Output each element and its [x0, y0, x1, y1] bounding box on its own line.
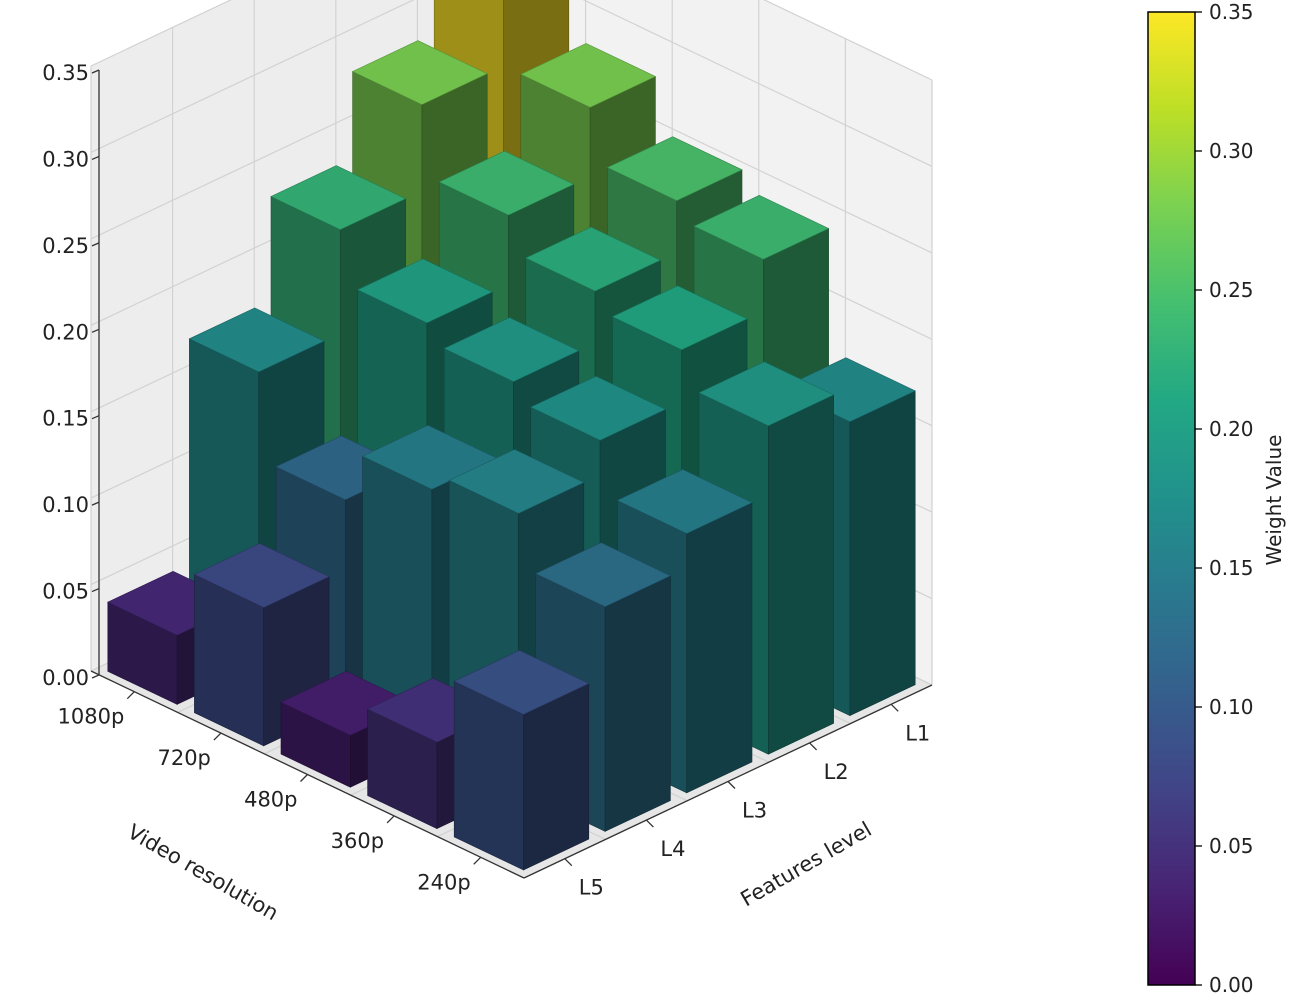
x-tick-label: 360p — [331, 829, 384, 853]
x-tick-label: 480p — [244, 788, 297, 812]
x-tick — [473, 856, 482, 865]
colorbar-title: Weight Value — [1262, 435, 1286, 566]
bar-side-right — [523, 683, 590, 871]
bar-top — [530, 375, 667, 441]
colorbar-tick-label: 0.10 — [1209, 695, 1254, 719]
bars — [107, 0, 916, 871]
z-tick-label: 0.25 — [42, 234, 89, 258]
y-tick — [809, 742, 818, 751]
z-tick — [91, 674, 100, 679]
bar-top — [351, 40, 488, 105]
y-tick — [645, 819, 654, 828]
bar-top — [453, 650, 590, 715]
bar-top — [693, 194, 830, 260]
x-tick — [386, 815, 395, 824]
y-tick-label: L2 — [824, 760, 849, 784]
x-tick — [213, 732, 222, 741]
bar-240p-L5 — [453, 650, 590, 871]
z-tick — [91, 501, 100, 506]
bar-top — [698, 361, 835, 427]
bar-top — [535, 542, 672, 608]
z-tick — [91, 69, 100, 74]
z-tick-label: 0.35 — [42, 61, 89, 85]
y-tick — [564, 858, 573, 867]
z-tick-label: 0.15 — [42, 407, 89, 431]
z-gridline — [90, 0, 933, 167]
y-tick-label: L1 — [905, 721, 930, 745]
bar-top — [606, 136, 743, 202]
y-tick — [890, 703, 899, 712]
z-gridline — [90, 0, 933, 81]
bar-side-right — [686, 502, 753, 794]
y-tick — [727, 781, 736, 789]
bar-top — [193, 543, 330, 608]
bar-top — [525, 226, 662, 292]
x-tick — [300, 774, 308, 782]
z-tick-label: 0.00 — [42, 666, 89, 690]
bar-top — [270, 165, 407, 230]
bar-side-right — [767, 394, 834, 755]
colorbar-tick-label: 0.15 — [1209, 556, 1254, 580]
bar-top — [616, 469, 753, 534]
colorbar-tick-label: 0.30 — [1209, 139, 1254, 163]
bar-top — [611, 285, 748, 351]
y-tick-label: L5 — [579, 876, 604, 900]
bar-top — [448, 449, 585, 514]
z-tick-label: 0.20 — [42, 320, 89, 344]
axes-lines — [90, 69, 933, 879]
y-tick-label: L4 — [660, 837, 685, 861]
z-tick — [91, 155, 100, 161]
colorbar-tick-label: 0.25 — [1209, 278, 1254, 302]
colorbar: Weight Value 0.00 0.05 0.10 0.15 0.20 0.25 0.3… — [1147, 0, 1286, 997]
bar-side-right — [604, 575, 671, 832]
bar-720p-L5 — [193, 543, 330, 747]
colorbar-tick-label: 0.05 — [1209, 834, 1254, 858]
colorbar-tick-label: 0.35 — [1209, 0, 1254, 24]
x-tick-label: 1080p — [58, 705, 125, 729]
bar-top — [438, 150, 575, 216]
z-tick-label: 0.30 — [42, 147, 89, 171]
z-tick — [91, 587, 100, 593]
bar-top — [356, 258, 493, 324]
y-tick-label: L3 — [742, 799, 767, 823]
z-tick — [91, 328, 100, 333]
x-tick — [126, 691, 135, 700]
x-axis-title: Video resolution — [124, 820, 283, 926]
z-tick-label: 0.10 — [42, 493, 89, 517]
colorbar-tick-label: 0.20 — [1209, 417, 1254, 441]
bar-side-right — [849, 390, 916, 717]
y-axis-title: Features level — [737, 817, 876, 911]
bar-top — [520, 43, 657, 108]
z-tick-label: 0.05 — [42, 580, 89, 604]
colorbar-tick-label: 0.00 — [1209, 973, 1254, 997]
colorbar-gradient — [1147, 11, 1196, 986]
bar-top — [443, 317, 580, 382]
x-tick-label: 240p — [417, 870, 470, 894]
bar-top — [188, 307, 325, 373]
z-tick — [91, 415, 100, 420]
x-tick-label: 720p — [157, 746, 210, 770]
z-tick — [91, 242, 100, 247]
